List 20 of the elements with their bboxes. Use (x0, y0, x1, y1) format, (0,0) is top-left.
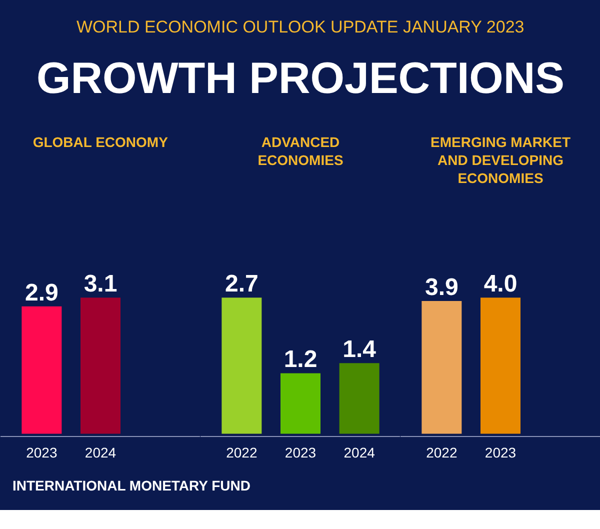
x-tick-label: 2023 (484, 444, 516, 460)
data-label: 3.1 (84, 270, 118, 298)
text: INTERNATIONAL MONETARY FUND (12, 478, 250, 494)
chart-title: EMERGING MARKET AND DEVELOPING ECONOMIES (430, 134, 571, 186)
x-tick-label: 2022 (426, 444, 458, 460)
data-label: 4.0 (484, 270, 518, 298)
text: GROWTH PROJECTIONS (36, 54, 565, 103)
x-tick-label: 2024 (84, 444, 116, 460)
x-tick-label: 2023 (284, 444, 316, 460)
chart-title: GLOBAL ECONOMY (32, 134, 169, 150)
data-label: 3.9 (424, 274, 458, 301)
chart-title: ADVANCED ECONOMIES (258, 134, 344, 168)
x-tick-label: 2022 (226, 444, 258, 460)
x-tick-label: 2023 (26, 444, 58, 460)
data-label: 1.2 (284, 346, 318, 374)
text: WORLD ECONOMIC OUTLOOK UPDATE JANUARY 2023 (76, 17, 524, 36)
data-label: 2.7 (224, 270, 258, 298)
data-label: 2.9 (24, 279, 58, 306)
x-tick-label: 2024 (344, 444, 376, 460)
data-label: 1.4 (342, 336, 377, 364)
